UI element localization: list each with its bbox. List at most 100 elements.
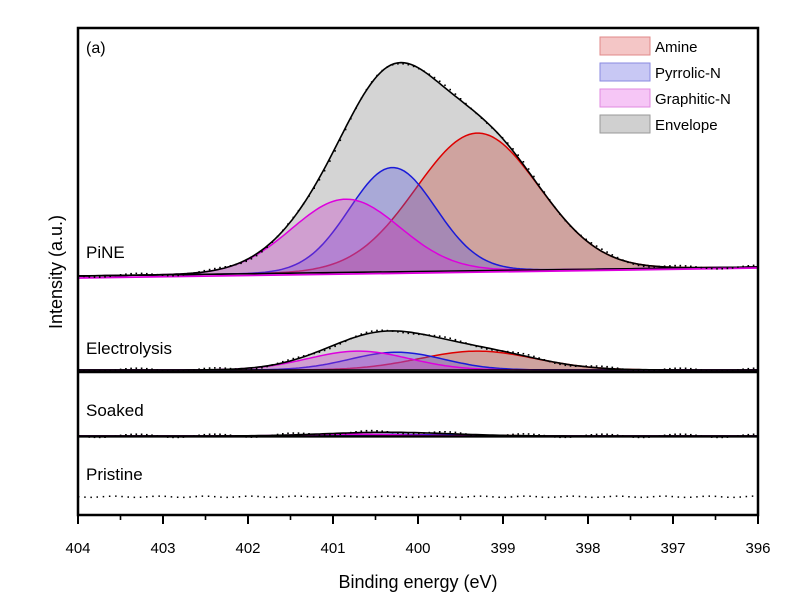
raw-data-point [585,434,587,437]
raw-data-point [554,206,556,209]
raw-data-point [486,122,488,124]
raw-data-point [665,495,667,497]
raw-data-point [702,495,704,498]
raw-data-point [297,356,300,358]
raw-data-point [140,272,143,275]
raw-data-point [344,340,347,343]
raw-data-point [319,496,321,499]
raw-data-point [559,213,561,215]
raw-data-point [498,496,500,498]
raw-data-point [465,433,467,435]
raw-data-point [585,238,587,241]
raw-data-point [337,495,340,497]
raw-data-point [578,495,581,498]
raw-data-point [370,81,373,83]
raw-data-point [669,265,671,267]
raw-data-point [637,264,640,267]
raw-data-point [119,274,122,276]
raw-data-point [444,431,446,433]
raw-data-point [156,369,159,371]
raw-data-point [251,495,253,497]
raw-data-point [187,273,190,275]
raw-data-point [603,496,605,498]
raw-data-point [187,369,190,372]
raw-data-point [312,496,315,498]
x-tick-label: 398 [575,540,600,557]
raw-data-point [501,136,504,139]
raw-data-point [294,495,296,497]
raw-data-point [517,433,519,435]
raw-data-point [601,365,603,368]
raw-data-point [381,430,383,432]
raw-data-point [574,365,577,367]
raw-data-point [198,368,200,370]
raw-data-point [566,495,568,497]
raw-data-point [391,64,394,66]
raw-data-point [684,367,687,370]
raw-data-point [418,333,420,336]
raw-data-point [164,495,166,498]
raw-data-point [380,495,383,498]
raw-data-point [438,431,441,433]
raw-data-point [696,496,698,498]
raw-data-point [151,273,153,275]
raw-data-point [473,495,476,498]
raw-data-point [96,496,98,498]
raw-data-point [412,333,415,335]
raw-data-point [318,179,321,181]
raw-data-point [658,265,661,268]
raw-data-point [475,345,478,348]
x-axis-ticks [77,515,759,524]
raw-data-point [203,433,206,436]
raw-data-point [714,495,717,498]
raw-data-point [109,275,111,278]
raw-data-point [234,263,237,266]
raw-data-point [652,495,655,498]
raw-data-point [512,351,514,353]
raw-data-point [397,432,399,434]
pine-pyrrolic-n-area [79,167,757,276]
raw-data-point [292,216,295,219]
raw-data-point [527,354,530,356]
x-tick-label: 401 [320,540,345,557]
legend: Amine Pyrrolic-N Graphitic-N Envelope [599,36,731,134]
raw-data-point [234,435,237,437]
raw-data-point [391,330,394,332]
raw-data-point [250,258,253,260]
raw-data-point [355,107,357,110]
raw-data-point [360,333,363,335]
raw-data-point [674,264,676,267]
raw-data-point [308,433,310,435]
raw-data-point [257,495,259,498]
raw-data-point [695,434,697,437]
raw-data-point [350,431,352,434]
raw-data-point [438,80,441,83]
raw-data-point [276,433,279,436]
raw-data-point [193,435,195,437]
raw-data-point [214,495,216,498]
raw-data-point [606,251,608,253]
raw-data-point [548,199,551,201]
raw-data-point [381,329,383,332]
raw-data-point [302,202,305,205]
raw-data-point [219,367,221,369]
raw-data-point [334,433,336,436]
y-axis-title: Intensity (a.u.) [46,215,66,329]
raw-data-point [454,93,457,95]
raw-data-point [282,433,284,435]
raw-data-point [663,434,666,437]
raw-data-point [323,169,326,172]
pine-envelope-area [79,62,757,276]
raw-data-point [554,362,556,364]
raw-data-point [442,495,445,498]
x-tick-label: 397 [660,540,685,557]
raw-data-point [523,495,525,497]
raw-data-point [130,433,132,436]
raw-data-point [308,195,310,197]
raw-data-point [208,268,211,271]
raw-data-point [229,265,232,267]
raw-data-point [146,433,148,436]
pine-envelope-line [79,61,757,277]
raw-data-point [245,368,247,371]
